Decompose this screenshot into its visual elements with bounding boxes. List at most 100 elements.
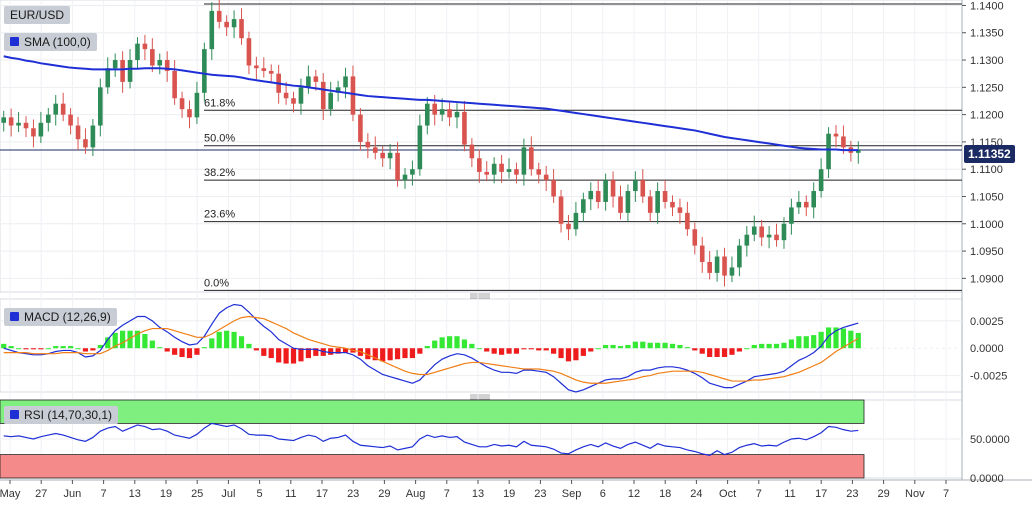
candle	[75, 116, 81, 151]
candle-body	[826, 133, 831, 170]
candle	[766, 225, 772, 249]
rsi-color-swatch	[10, 410, 19, 419]
macd-histogram-bar	[669, 343, 676, 349]
candle-body	[803, 201, 809, 208]
candle	[291, 91, 296, 113]
macd-histogram-bar	[298, 348, 304, 362]
price-tick-label: 1.1400	[970, 0, 1004, 12]
macd-histogram-bar	[625, 344, 631, 349]
macd-legend[interactable]: MACD (12,26,9)	[4, 308, 117, 326]
macd-tick-label: 0.0025	[970, 316, 1004, 328]
candle-body	[380, 152, 386, 159]
macd-histogram-bar	[617, 346, 624, 349]
candle-body	[633, 180, 638, 192]
macd-histogram-bar	[380, 348, 386, 362]
candle-body	[625, 191, 631, 213]
candle	[603, 173, 608, 211]
rsi-legend[interactable]: RSI (14,70,30,1)	[4, 406, 119, 424]
price-tick-label: 1.1300	[970, 55, 1004, 67]
candle-body	[120, 60, 125, 82]
macd-line	[3, 303, 859, 393]
macd-histogram-bar	[53, 346, 59, 349]
candle-body	[699, 245, 705, 262]
candle-body	[655, 191, 660, 213]
time-tick-label: 13	[129, 488, 141, 500]
macd-histogram-bar	[803, 336, 809, 349]
candle-body	[484, 171, 490, 175]
macd-histogram-bar	[848, 330, 854, 349]
fib-label: 23.6%	[204, 209, 235, 221]
macd-histogram-bar	[172, 348, 178, 355]
macd-histogram-bar	[573, 348, 579, 361]
time-tick-label: 17	[815, 488, 827, 500]
candle	[410, 160, 415, 186]
price-tick-label: 1.0900	[970, 273, 1004, 285]
candle-body	[670, 201, 675, 208]
candle-body	[521, 147, 527, 175]
candle-body	[16, 122, 21, 126]
candle-body	[68, 114, 73, 126]
macd-histogram-bar	[134, 330, 141, 349]
candle-body	[194, 92, 200, 118]
candle-body	[841, 136, 846, 148]
candle-body	[818, 169, 824, 192]
macd-histogram-bar	[610, 344, 616, 349]
macd-histogram-bar	[833, 327, 839, 349]
candle-body	[254, 65, 259, 69]
candle-body	[350, 76, 356, 115]
macd-pane-handle	[470, 293, 490, 299]
time-tick-label: Aug	[406, 488, 426, 500]
macd-histogram-bar	[513, 348, 520, 354]
candle-body	[387, 152, 393, 159]
candle-body	[417, 125, 423, 170]
candle	[662, 180, 668, 209]
candle-body	[811, 191, 817, 208]
macd-histogram-bar	[290, 348, 297, 364]
candle-body	[499, 163, 504, 172]
macd-histogram-bar	[112, 332, 118, 349]
candle	[551, 169, 556, 204]
macd-histogram-bar	[23, 348, 29, 350]
time-tick-label: Oct	[719, 488, 736, 500]
rsi-tick-label: 50.0000	[970, 434, 1010, 446]
time-tick-label: 23	[846, 488, 858, 500]
candle	[105, 57, 111, 94]
candle-body	[603, 180, 608, 202]
time-tick-label: 18	[659, 488, 671, 500]
macd-histogram-bar	[796, 336, 802, 349]
candle-body	[209, 10, 215, 50]
fib-label: 0.0%	[204, 277, 229, 289]
fibonacci-levels: 61.8% 50.0% 38.2% 23.6% 0.0%	[0, 3, 962, 291]
macd-histogram-bar	[82, 348, 89, 352]
candle-body	[335, 87, 341, 93]
candle	[90, 118, 96, 157]
candle-body	[447, 109, 452, 118]
candle	[365, 133, 371, 159]
candle	[261, 57, 267, 78]
candle-body	[365, 141, 371, 148]
candle-body	[439, 109, 445, 115]
candle-body	[291, 98, 296, 104]
candle	[194, 81, 200, 124]
candle-body	[395, 152, 400, 181]
macd-histogram-bar	[238, 336, 245, 349]
candle	[254, 56, 259, 80]
candle	[796, 191, 802, 214]
macd-histogram-bar	[276, 348, 282, 363]
candle-body	[469, 144, 475, 159]
symbol-label[interactable]: EUR/USD	[4, 6, 71, 24]
sma-legend[interactable]: SMA (100,0)	[4, 33, 97, 51]
candle	[150, 38, 155, 73]
candle-body	[23, 122, 29, 129]
macd-histogram-bar	[157, 347, 163, 349]
candle-body	[127, 60, 133, 82]
macd-histogram-bar	[209, 338, 215, 349]
candle	[581, 192, 586, 222]
macd-histogram-bar	[825, 327, 832, 349]
rsi-pane-handle	[470, 394, 490, 400]
candle	[714, 249, 720, 282]
time-tick-label: 19	[503, 488, 515, 500]
candle-body	[172, 70, 177, 99]
candle-body	[759, 226, 764, 238]
